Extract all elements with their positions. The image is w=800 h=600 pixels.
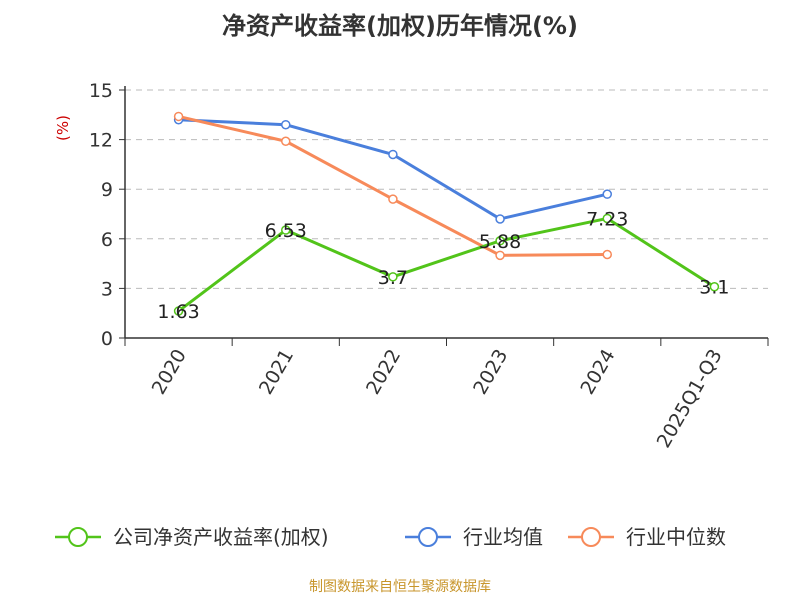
data-label-2020: 1.63	[157, 301, 199, 323]
gridlines	[125, 89, 768, 289]
data-label-2022: 3.7	[378, 267, 408, 289]
point-2-2021	[281, 136, 291, 147]
point-2-2020	[173, 111, 184, 122]
legend-label-1: 行业均值	[463, 525, 543, 549]
point-1-2022	[388, 149, 398, 160]
data-labels: 1.63 6.53 3.7 5.88 7.23 3.1	[157, 208, 729, 323]
x-tick-label-2020: 2020	[148, 346, 191, 399]
point-1-2021	[281, 119, 291, 130]
legend-marker-1	[418, 527, 438, 547]
point-0-2021	[281, 225, 291, 235]
point-0-2023	[495, 236, 505, 246]
legend-marker-2	[581, 527, 601, 547]
point-1-2024	[602, 189, 612, 199]
series-line-1	[178, 118, 608, 221]
y-tick-label-0: 0	[101, 328, 113, 350]
y-tick-label-9: 9	[101, 179, 113, 201]
legend-label-2: 行业中位数	[626, 525, 726, 549]
point-2-2023	[495, 250, 505, 261]
point-0-2020	[173, 306, 184, 316]
legend: 公司净资产收益率(加权) 行业均值 行业中位数	[55, 525, 726, 549]
chart-title: 净资产收益率(加权)历年情况(%)	[222, 12, 578, 40]
legend-label-0: 公司净资产收益率(加权)	[113, 525, 329, 549]
data-label-2021: 6.53	[265, 220, 307, 242]
y-axis-unit-label: (%)	[54, 115, 72, 141]
data-label-2023: 5.88	[479, 231, 521, 253]
y-tick-label-15: 15	[89, 80, 113, 102]
data-label-2025Q1-Q3: 3.1	[699, 277, 729, 299]
series-line-0	[177, 216, 716, 313]
point-0-2024	[602, 213, 612, 224]
y-tick-label-3: 3	[101, 278, 113, 300]
point-1-2023	[495, 214, 505, 224]
source-note: 制图数据来自恒生聚源数据库	[309, 579, 491, 595]
series-line-2	[178, 114, 608, 257]
data-label-2024: 7.23	[586, 208, 628, 230]
point-0-2022	[388, 272, 398, 282]
y-tick-label-6: 6	[101, 229, 113, 251]
x-tick-label-2021: 2021	[255, 346, 298, 399]
point-2-2022	[388, 194, 398, 204]
x-tick-label-2023: 2023	[469, 346, 512, 399]
x-tick-label-2025Q1-Q3: 2025Q1-Q3	[653, 346, 727, 452]
x-tick-label-2024: 2024	[576, 346, 619, 399]
x-tick-label-2022: 2022	[362, 346, 405, 399]
y-tick-label-12: 12	[89, 130, 113, 152]
series-lines	[173, 111, 720, 316]
point-0-2025Q1-Q3	[709, 281, 720, 292]
point-2-2024	[602, 249, 612, 260]
legend-marker-0	[68, 527, 88, 547]
